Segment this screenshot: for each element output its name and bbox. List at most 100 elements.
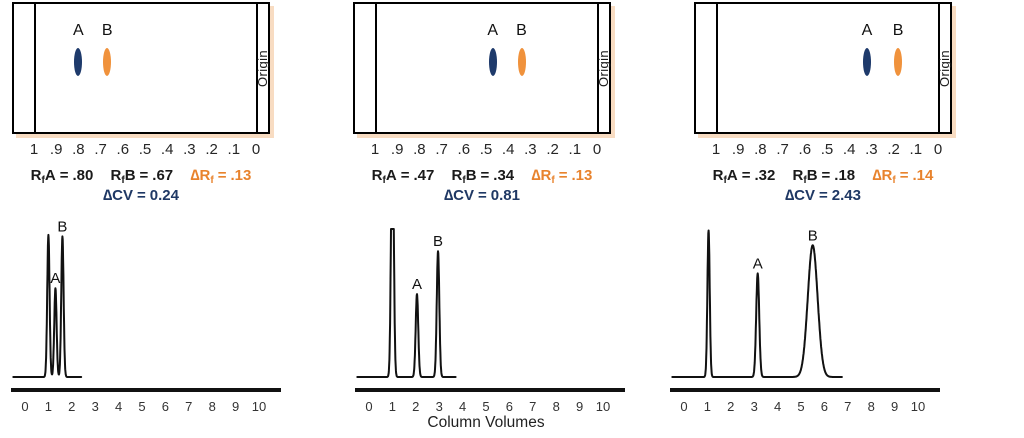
rf-scale-tick: .7 [435,141,448,158]
spot-label-b: B [516,22,527,39]
rf-scale-tick: .7 [776,141,789,158]
delta-cv-stat: ∆CV = 0.24 [103,187,179,204]
x-axis-tick-label: 8 [868,399,875,414]
x-axis-tick-label: 7 [844,399,851,414]
rf-stats: RfA = .47 RfB = .34 ∆Rf = .13 ∆CV = 0.81 [353,167,611,204]
delta-cv-stat: ∆CV = 2.43 [785,187,861,204]
rf-scale-tick: .1 [909,141,923,158]
origin-line: Origin [597,4,612,132]
rf-scale-tick: .5 [479,141,493,158]
spot-a [74,48,83,76]
x-axis-tick-label: 7 [529,399,536,414]
x-axis-tick-label: 9 [232,399,239,414]
peak-label-b: B [808,227,818,244]
solvent-front-line [34,4,36,132]
delta-rf-stat: ∆Rf = .13 [190,167,252,186]
x-axis-tick-label: 2 [727,399,734,414]
delta-cv-stat: ∆CV = 0.81 [444,187,520,204]
rf-scale-tick: .3 [524,141,537,158]
x-axis-tick-label: 10 [596,399,610,414]
rf-scale-tick: .5 [138,141,152,158]
spot-label-a: A [73,22,84,39]
x-axis-label: Column Volumes [427,414,544,431]
spot-label-a: A [861,22,873,39]
x-axis-tick-label: 3 [436,399,443,414]
rf-a-stat: RfA = .32 [712,167,776,186]
chromatogram-curve [12,233,83,378]
rf-scale-tick: .6 [457,141,471,158]
rf-scale-tick: .9 [731,141,745,158]
rf-scale-tick: .4 [842,141,856,158]
chromatogram-curve [356,228,457,378]
x-axis-tick-label: 6 [821,399,828,414]
spot-label-a: A [487,22,498,39]
x-axis-tick-label: 0 [365,399,372,414]
origin-line: Origin [938,4,953,132]
spot-label-b: B [101,22,113,39]
rf-stats: RfA = .80 RfB = .67 ∆Rf = .13 ∆CV = 0.24 [12,167,270,204]
x-axis-tick-label: 0 [21,399,28,414]
x-axis-tick-label: 4 [115,399,122,414]
rf-scale-tick: .7 [94,141,107,158]
x-axis-tick-label: 2 [68,399,75,414]
x-axis-tick-label: 1 [389,399,396,414]
x-axis-tick-label: 10 [911,399,925,414]
chromatogram-plot: 0 1 2 3 4 5 6 7 8 9 10 A B [11,218,281,414]
rf-scale: 1 .9 .8 .7 .6 .5 .4 .3 .2 .1 0 [694,141,952,161]
x-axis-tick-label: 4 [774,399,781,414]
x-axis-tick-label: 5 [482,399,489,414]
x-axis-tick-label: 5 [797,399,804,414]
rf-scale-tick: .2 [205,141,218,158]
spot-b [894,48,903,76]
x-axis-tick-label: 10 [252,399,266,414]
rf-scale-tick: .4 [501,141,515,158]
delta-rf-stat: ∆Rf = .14 [872,167,934,186]
x-axis-tick-label: 1 [45,399,52,414]
rf-scale-tick: .8 [754,141,767,158]
rf-scale-tick: .9 [49,141,63,158]
solvent-front-line [375,4,377,132]
spot-b [517,48,526,76]
solvent-front-line [716,4,718,132]
spot-b [103,48,112,76]
x-axis-tick-label: 3 [751,399,758,414]
rf-scale-tick: .8 [72,141,85,158]
rf-scale-tick: 1 [370,141,380,158]
rf-scale-tick: 0 [251,141,261,158]
spot-label-b: B [892,22,904,39]
x-axis-tick-label: 9 [576,399,583,414]
origin-line: Origin [256,4,271,132]
rf-scale-tick: .1 [568,141,582,158]
rf-scale-tick: .3 [865,141,878,158]
peak-label-b: B [433,233,443,250]
spot-a [862,48,871,76]
rf-scale-tick: .4 [160,141,174,158]
rf-scale-tick: .2 [546,141,559,158]
rf-a-stat: RfA = .47 [371,167,435,186]
rf-scale-tick: .6 [116,141,130,158]
rf-scale-tick: .2 [887,141,900,158]
rf-scale-tick: .3 [183,141,196,158]
peak-label-b: B [57,218,67,235]
x-axis-tick-label: 9 [891,399,898,414]
x-axis-tick-label: 3 [92,399,99,414]
peak-label-a: A [50,270,60,287]
x-axis-tick-label: 7 [185,399,192,414]
x-axis-tick-label: 0 [680,399,687,414]
x-axis-tick-label: 1 [704,399,711,414]
rf-scale-tick: 1 [29,141,39,158]
rf-scale-tick: .9 [390,141,404,158]
rf-scale: 1 .9 .8 .7 .6 .5 .4 .3 .2 .1 0 [12,141,270,161]
rf-b-stat: RfB = .18 [792,167,856,186]
rf-stats: RfA = .32 RfB = .18 ∆Rf = .14 ∆CV = 2.43 [694,167,952,204]
